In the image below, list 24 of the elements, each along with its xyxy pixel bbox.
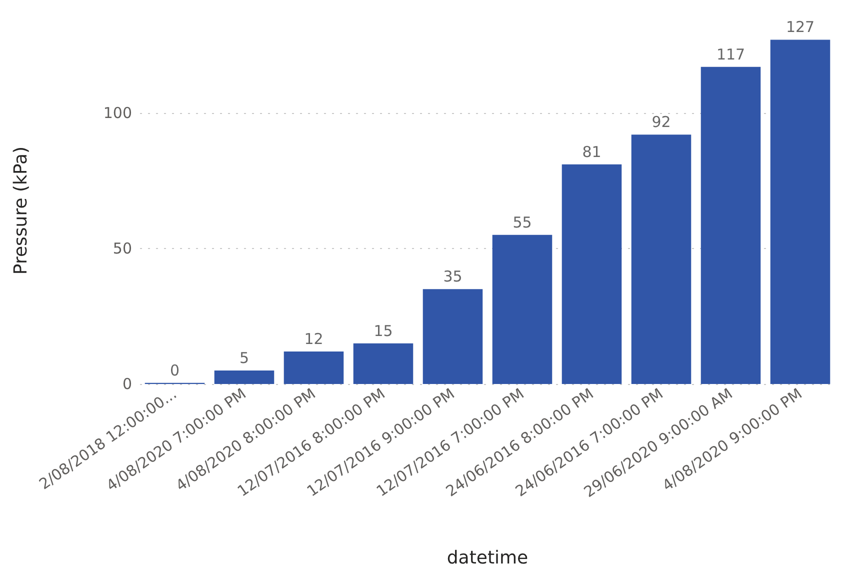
- data-label: 92: [652, 113, 671, 132]
- data-label: 127: [786, 18, 815, 36]
- bar: [562, 164, 622, 384]
- bar: [492, 234, 552, 384]
- y-axis-title: Pressure (kPa): [10, 146, 32, 275]
- data-label: 15: [374, 322, 393, 340]
- data-label: 117: [716, 45, 746, 64]
- bar: [700, 66, 761, 384]
- bar: [284, 351, 344, 384]
- bar: [214, 370, 274, 384]
- x-axis-title: datetime: [446, 548, 528, 568]
- y-tick-label: 50: [112, 239, 132, 258]
- data-label: 5: [239, 348, 250, 367]
- data-label: 35: [443, 268, 462, 286]
- bar: [631, 134, 692, 384]
- data-label: 55: [512, 213, 532, 232]
- y-tick-label: 100: [103, 104, 132, 122]
- data-label: 81: [582, 142, 602, 161]
- data-label: 0: [170, 361, 180, 380]
- y-tick-label: 0: [122, 375, 132, 393]
- data-label: 12: [304, 330, 324, 348]
- bar: [422, 289, 483, 384]
- bar: [770, 40, 830, 384]
- bar: [353, 343, 414, 384]
